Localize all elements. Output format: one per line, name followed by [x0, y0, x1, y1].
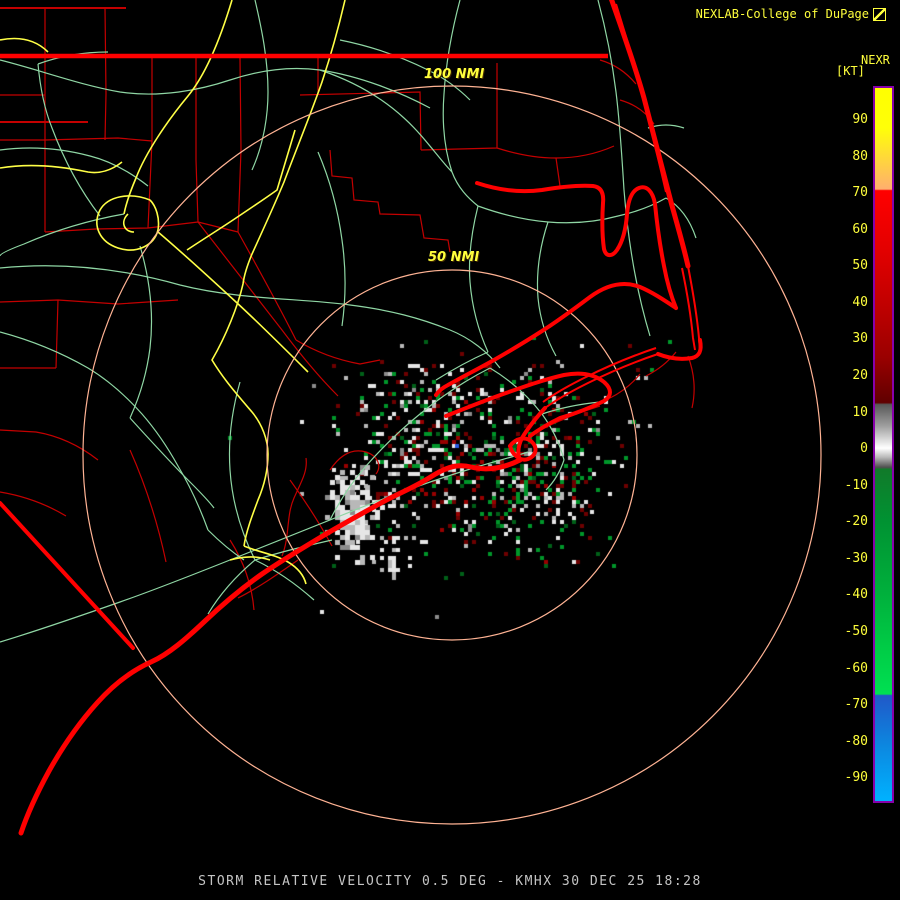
colorbar-tick: -10: [844, 477, 868, 493]
road-network: [0, 0, 697, 643]
product-caption: STORM RELATIVE VELOCITY 0.5 DEG - KMHX 3…: [198, 874, 702, 889]
colorbar-tick: -80: [844, 733, 868, 749]
colorbar-tick: 40: [852, 294, 868, 310]
colorbar-tick: 30: [852, 331, 868, 347]
colorbar-tick: 20: [852, 367, 868, 383]
header: NEXLAB-College of DuPage: [696, 7, 886, 21]
coastline: [0, 0, 703, 836]
colorbar-tick: 10: [852, 404, 868, 420]
velocity-colorbar: [873, 86, 894, 803]
colorbar-tick: 60: [852, 221, 868, 237]
ring-50nmi: [266, 269, 638, 641]
colorbar-tick: -70: [844, 697, 868, 713]
colorbar-tick: -60: [844, 660, 868, 676]
cod-flag-icon: [873, 7, 886, 21]
ring-label-50nmi: 50 NMI: [428, 250, 480, 265]
highway-network: [0, 0, 346, 585]
colorbar-tick: -40: [844, 587, 868, 603]
colorbar-tick: 80: [852, 148, 868, 164]
product-units: [KT]: [836, 64, 865, 78]
colorbar-tick: 0: [860, 441, 868, 457]
colorbar-tick: -50: [844, 624, 868, 640]
colorbar-tick: 70: [852, 185, 868, 201]
colorbar-tick: -20: [844, 514, 868, 530]
ring-label-100nmi: 100 NMI: [424, 67, 485, 82]
ring-100nmi: [82, 85, 822, 825]
colorbar-tick: -90: [844, 770, 868, 786]
product-name: NEXR: [861, 53, 890, 67]
colorbar-tick: 50: [852, 258, 868, 274]
colorbar-tick: -30: [844, 550, 868, 566]
site-title: NEXLAB-College of DuPage: [695, 7, 869, 21]
colorbar-tick: 90: [852, 111, 868, 127]
range-rings: [82, 85, 822, 825]
